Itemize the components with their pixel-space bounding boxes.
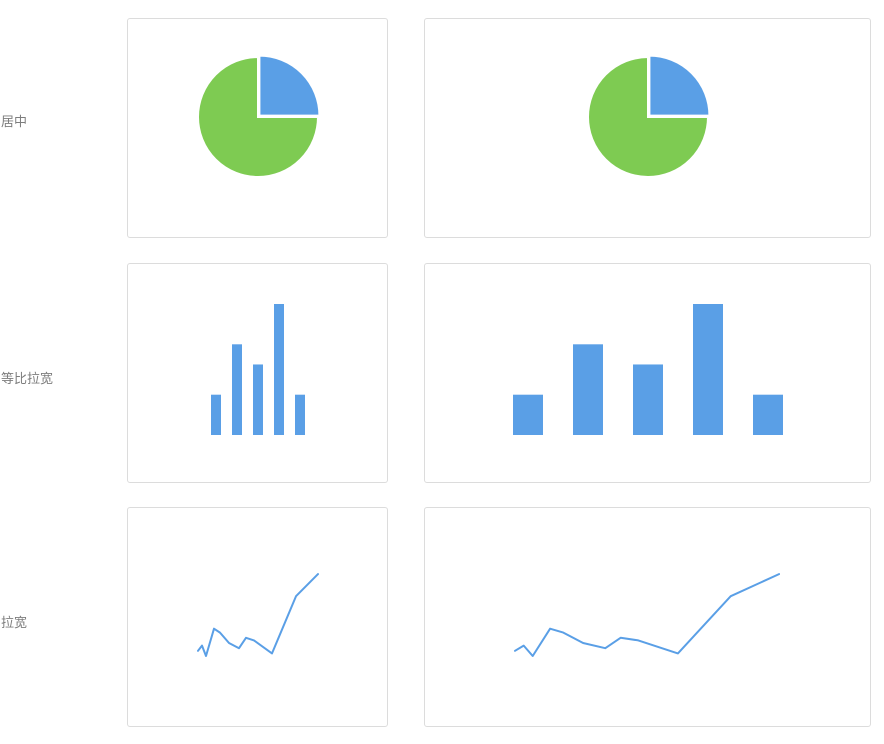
- pie-slice: [648, 54, 711, 117]
- pie-slice: [197, 55, 320, 178]
- line-chart-small: [197, 573, 319, 657]
- bar-card-small: [127, 263, 388, 483]
- row-label-widen: 拉宽: [1, 616, 28, 631]
- bar-chart-small: [211, 304, 305, 435]
- line-card-wide: [424, 507, 871, 727]
- series-line: [197, 573, 319, 657]
- bar-card-wide: [424, 263, 871, 483]
- bar: [274, 304, 284, 435]
- pie-slice: [258, 54, 321, 117]
- row-label-center: 居中: [1, 115, 28, 130]
- bar: [513, 394, 543, 435]
- bar: [753, 394, 783, 435]
- series-line: [514, 573, 780, 657]
- bar: [253, 364, 263, 435]
- pie-chart-small: [197, 54, 321, 178]
- pie-slice: [587, 55, 710, 178]
- row-label-proportional-widen: 等比拉宽: [1, 372, 54, 387]
- bar: [573, 344, 603, 435]
- pie-card-small: [127, 18, 388, 238]
- line-chart-wide: [514, 573, 780, 657]
- bar: [295, 394, 305, 435]
- bar-chart-wide: [513, 304, 783, 435]
- bar: [211, 394, 221, 435]
- pie-chart-wide: [587, 54, 711, 178]
- bar: [633, 364, 663, 435]
- pie-card-wide: [424, 18, 871, 238]
- line-card-small: [127, 507, 388, 727]
- bar: [693, 304, 723, 435]
- bar: [232, 344, 242, 435]
